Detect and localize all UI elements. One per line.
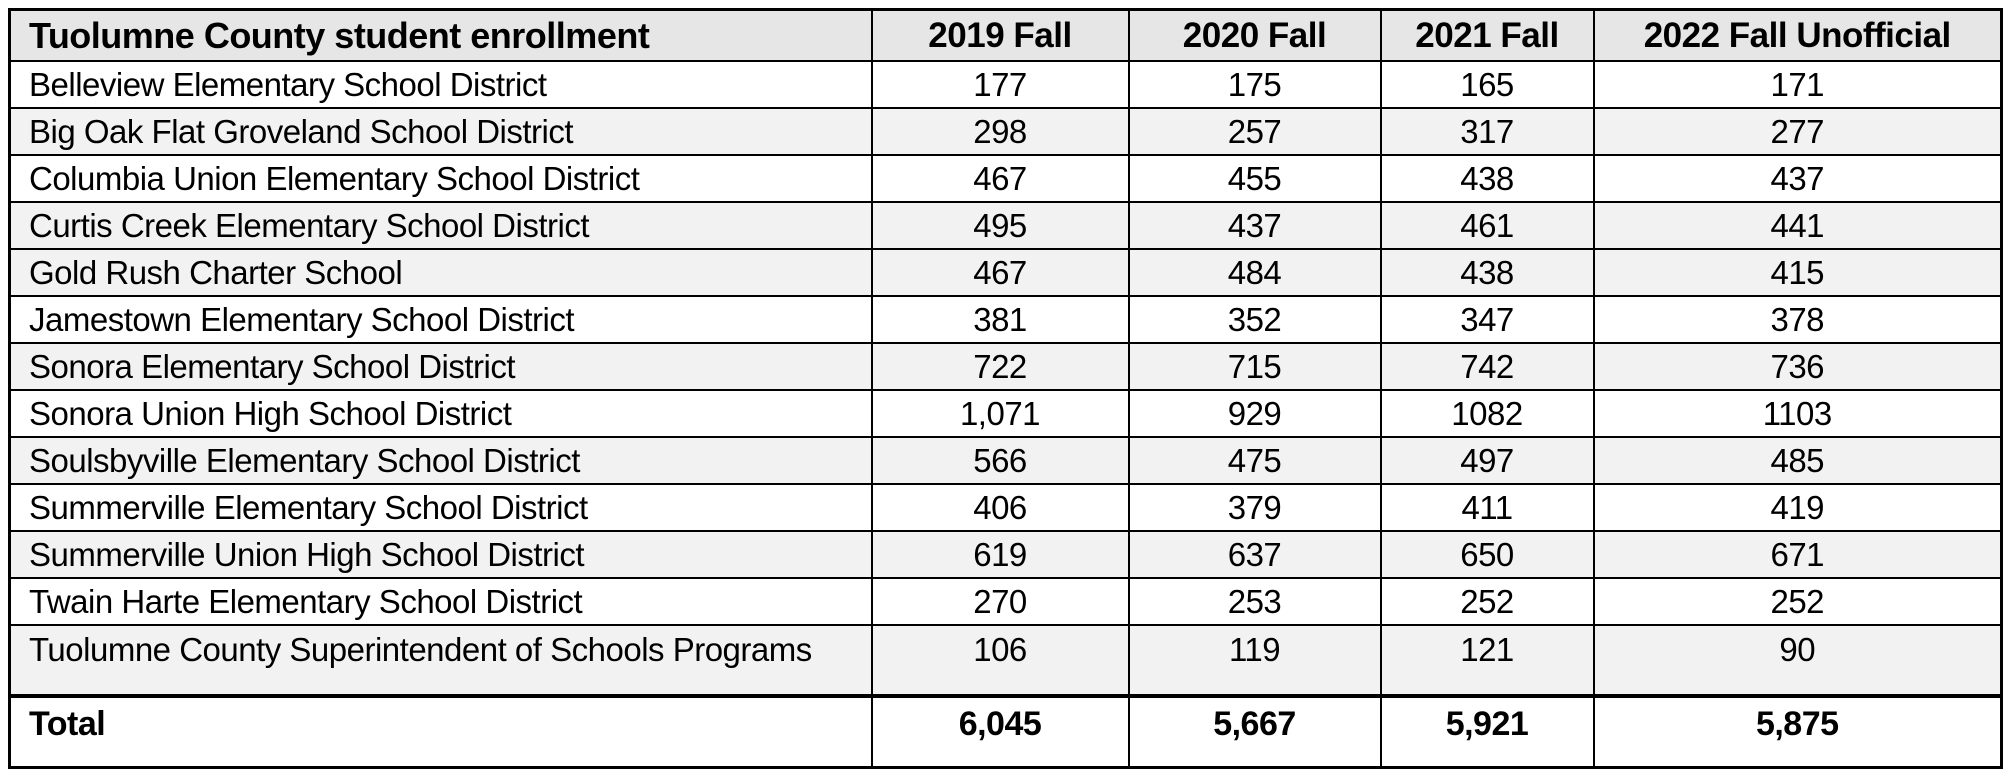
column-header-2019-fall: 2019 Fall xyxy=(870,8,1130,62)
enrollment-value-cell: 175 xyxy=(1127,60,1382,109)
enrollment-value-cell: 467 xyxy=(870,154,1130,203)
table-row: Tuolumne County Superintendent of School… xyxy=(8,624,2003,697)
enrollment-value-cell: 437 xyxy=(1592,154,2003,203)
table-row: Sonora Union High School District 1,071 92… xyxy=(8,389,2003,438)
enrollment-value-cell: 121 xyxy=(1379,624,1595,697)
district-name-cell: Tuolumne County Superintendent of School… xyxy=(8,624,873,697)
enrollment-value-cell: 252 xyxy=(1592,577,2003,626)
enrollment-value-cell: 378 xyxy=(1592,295,2003,344)
enrollment-value-cell: 467 xyxy=(870,248,1130,297)
enrollment-value-cell: 671 xyxy=(1592,530,2003,579)
enrollment-value-cell: 437 xyxy=(1127,201,1382,250)
enrollment-value-cell: 171 xyxy=(1592,60,2003,109)
enrollment-value-cell: 484 xyxy=(1127,248,1382,297)
table-title: Tuolumne County student enrollment xyxy=(8,8,873,62)
table-row: Twain Harte Elementary School District 27… xyxy=(8,577,2003,626)
enrollment-value-cell: 722 xyxy=(870,342,1130,391)
district-name-cell: Sonora Union High School District xyxy=(8,389,873,438)
enrollment-value-cell: 461 xyxy=(1379,201,1595,250)
enrollment-value-cell: 485 xyxy=(1592,436,2003,485)
district-name-cell: Summerville Elementary School District xyxy=(8,483,873,532)
district-name-cell: Sonora Elementary School District xyxy=(8,342,873,391)
enrollment-value-cell: 270 xyxy=(870,577,1130,626)
enrollment-value-cell: 566 xyxy=(870,436,1130,485)
header-row: Tuolumne County student enrollment 2019 … xyxy=(8,8,2003,62)
enrollment-value-cell: 742 xyxy=(1379,342,1595,391)
table-row: Curtis Creek Elementary School District 4… xyxy=(8,201,2003,250)
column-header-2022-fall-unofficial: 2022 Fall Unofficial xyxy=(1592,8,2003,62)
district-name-cell: Big Oak Flat Groveland School District xyxy=(8,107,873,156)
enrollment-value-cell: 381 xyxy=(870,295,1130,344)
district-name-cell: Summerville Union High School District xyxy=(8,530,873,579)
enrollment-value-cell: 379 xyxy=(1127,483,1382,532)
enrollment-value-cell: 619 xyxy=(870,530,1130,579)
enrollment-value-cell: 441 xyxy=(1592,201,2003,250)
enrollment-value-cell: 415 xyxy=(1592,248,2003,297)
enrollment-value-cell: 455 xyxy=(1127,154,1382,203)
total-label-cell: Total xyxy=(8,694,873,769)
table-row: Columbia Union Elementary School Distric… xyxy=(8,154,2003,203)
total-value-cell: 6,045 xyxy=(870,694,1130,769)
enrollment-value-cell: 253 xyxy=(1127,577,1382,626)
total-value-cell: 5,667 xyxy=(1127,694,1382,769)
enrollment-value-cell: 90 xyxy=(1592,624,2003,697)
enrollment-value-cell: 352 xyxy=(1127,295,1382,344)
district-name-cell: Belleview Elementary School District xyxy=(8,60,873,109)
total-row: Total 6,045 5,667 5,921 5,875 xyxy=(8,694,2003,769)
enrollment-value-cell: 277 xyxy=(1592,107,2003,156)
enrollment-value-cell: 165 xyxy=(1379,60,1595,109)
district-name-cell: Columbia Union Elementary School Distric… xyxy=(8,154,873,203)
column-header-2020-fall: 2020 Fall xyxy=(1127,8,1382,62)
enrollment-value-cell: 637 xyxy=(1127,530,1382,579)
district-name-cell: Twain Harte Elementary School District xyxy=(8,577,873,626)
enrollment-value-cell: 419 xyxy=(1592,483,2003,532)
enrollment-value-cell: 106 xyxy=(870,624,1130,697)
enrollment-value-cell: 119 xyxy=(1127,624,1382,697)
enrollment-value-cell: 317 xyxy=(1379,107,1595,156)
table-row: Sonora Elementary School District 722 715 7… xyxy=(8,342,2003,391)
table-row: Soulsbyville Elementary School District 5… xyxy=(8,436,2003,485)
enrollment-value-cell: 650 xyxy=(1379,530,1595,579)
table-row: Jamestown Elementary School District 381 3… xyxy=(8,295,2003,344)
district-name-cell: Curtis Creek Elementary School District xyxy=(8,201,873,250)
table-row: Belleview Elementary School District 177 1… xyxy=(8,60,2003,109)
table-row: Summerville Elementary School District 40… xyxy=(8,483,2003,532)
enrollment-value-cell: 475 xyxy=(1127,436,1382,485)
table-row: Gold Rush Charter School 467 484 438 415 xyxy=(8,248,2003,297)
enrollment-value-cell: 1082 xyxy=(1379,389,1595,438)
enrollment-value-cell: 411 xyxy=(1379,483,1595,532)
district-name-cell: Soulsbyville Elementary School District xyxy=(8,436,873,485)
enrollment-value-cell: 438 xyxy=(1379,154,1595,203)
enrollment-value-cell: 929 xyxy=(1127,389,1382,438)
enrollment-value-cell: 252 xyxy=(1379,577,1595,626)
enrollment-value-cell: 1,071 xyxy=(870,389,1130,438)
district-name-cell: Jamestown Elementary School District xyxy=(8,295,873,344)
enrollment-value-cell: 497 xyxy=(1379,436,1595,485)
enrollment-value-cell: 495 xyxy=(870,201,1130,250)
enrollment-value-cell: 298 xyxy=(870,107,1130,156)
enrollment-value-cell: 736 xyxy=(1592,342,2003,391)
enrollment-table: Tuolumne County student enrollment 2019 … xyxy=(8,8,2003,769)
enrollment-value-cell: 1103 xyxy=(1592,389,2003,438)
column-header-2021-fall: 2021 Fall xyxy=(1379,8,1595,62)
enrollment-value-cell: 257 xyxy=(1127,107,1382,156)
table-row: Summerville Union High School District 61… xyxy=(8,530,2003,579)
enrollment-value-cell: 438 xyxy=(1379,248,1595,297)
enrollment-value-cell: 177 xyxy=(870,60,1130,109)
district-name-cell: Gold Rush Charter School xyxy=(8,248,873,297)
enrollment-value-cell: 715 xyxy=(1127,342,1382,391)
enrollment-value-cell: 406 xyxy=(870,483,1130,532)
total-value-cell: 5,875 xyxy=(1592,694,2003,769)
total-value-cell: 5,921 xyxy=(1379,694,1595,769)
table-row: Big Oak Flat Groveland School District 29… xyxy=(8,107,2003,156)
enrollment-value-cell: 347 xyxy=(1379,295,1595,344)
